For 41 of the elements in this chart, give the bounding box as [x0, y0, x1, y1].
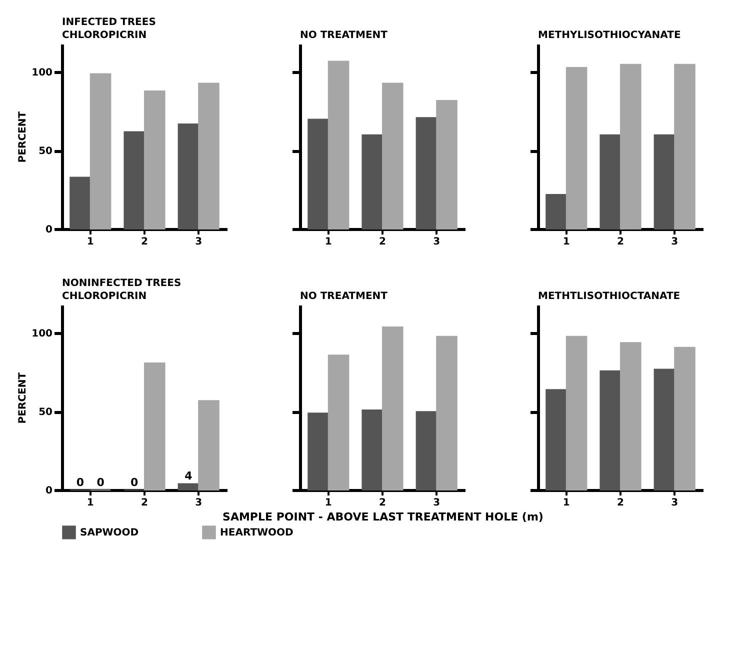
- x-axis-title: SAMPLE POINT - ABOVE LAST TREATMENT HOLE (m): [222, 510, 544, 524]
- legend-label: HEARTWOOD: [220, 527, 294, 538]
- x-tick-label: 2: [141, 498, 148, 508]
- legend-label: SAPWOOD: [80, 527, 139, 538]
- x-tick-label: 3: [433, 236, 440, 248]
- x-tick-label: 2: [617, 498, 624, 508]
- y-tick-label: 50: [38, 407, 53, 418]
- chart-subtitle: CHLOROPICRIN: [62, 291, 147, 302]
- x-tick-label: 2: [141, 236, 148, 248]
- y-tick-label: 100: [32, 328, 53, 340]
- x-tick-label: 1: [562, 498, 570, 508]
- x-tick-label: 2: [379, 498, 386, 508]
- x-tick-label: 3: [433, 498, 440, 508]
- x-tick-label: 1: [562, 236, 570, 248]
- y-tick-label: 100: [32, 68, 53, 79]
- data-label: 0: [76, 476, 84, 489]
- data-label: 0: [130, 476, 139, 489]
- x-tick-label: 1: [86, 236, 94, 248]
- chart-subtitle: CHLOROPICRIN: [62, 30, 147, 41]
- x-tick-label: 1: [324, 498, 332, 508]
- x-tick-label: 1: [324, 236, 332, 248]
- y-tick-label: 0: [46, 486, 53, 496]
- x-tick-label: 2: [379, 236, 386, 248]
- x-tick-label: 2: [617, 236, 624, 248]
- x-tick-label: 3: [671, 236, 678, 248]
- chart-title: INFECTED TREES: [62, 17, 156, 28]
- x-tick-label: 1: [86, 498, 94, 508]
- x-tick-label: 3: [195, 498, 202, 508]
- chart-title: METHTLISOTHIOCTANATE: [538, 291, 680, 302]
- y-tick-label: 50: [38, 146, 53, 158]
- x-tick-label: 3: [195, 236, 202, 248]
- y-axis-title: PERCENT: [18, 111, 29, 163]
- data-label: 4: [184, 470, 193, 483]
- data-label: 0: [96, 476, 105, 489]
- y-tick-label: 0: [46, 224, 53, 236]
- x-tick-label: 3: [671, 498, 678, 508]
- y-axis-title: PERCENT: [18, 372, 29, 424]
- chart-title: NO TREATMENT: [300, 30, 388, 41]
- chart-title: NONINFECTED TREES: [62, 278, 182, 289]
- chart-title: METHYLISOTHIOCYANATE: [538, 30, 681, 41]
- chart-title: NO TREATMENT: [300, 291, 388, 302]
